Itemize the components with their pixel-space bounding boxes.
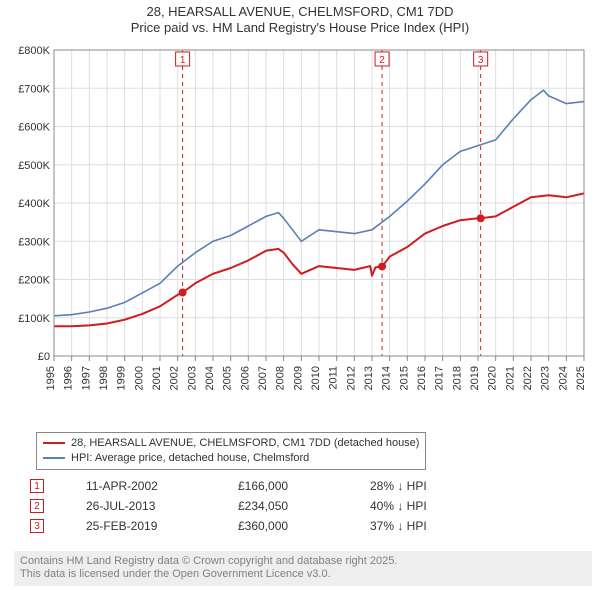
sale-events-table: 1 11-APR-2002 £166,000 28% ↓ HPI 2 26-JU… <box>20 476 580 536</box>
event-badge: 1 <box>30 479 44 493</box>
chart-title: 28, HEARSALL AVENUE, CHELMSFORD, CM1 7DD… <box>0 0 600 37</box>
svg-text:2000: 2000 <box>133 366 145 390</box>
svg-text:£500K: £500K <box>18 160 50 172</box>
svg-text:2019: 2019 <box>469 366 481 390</box>
svg-text:£300K: £300K <box>18 236 50 248</box>
svg-text:2024: 2024 <box>557 366 569 390</box>
svg-text:2005: 2005 <box>222 366 234 390</box>
legend-swatch <box>43 442 65 444</box>
svg-text:2: 2 <box>379 55 385 66</box>
svg-text:1999: 1999 <box>116 366 128 390</box>
svg-text:2015: 2015 <box>398 366 410 390</box>
event-date: 11-APR-2002 <box>86 479 196 493</box>
svg-text:2013: 2013 <box>363 366 375 390</box>
footer-line1: Contains HM Land Registry data © Crown c… <box>20 555 586 569</box>
svg-text:£400K: £400K <box>18 198 50 210</box>
svg-text:£200K: £200K <box>18 275 50 287</box>
legend-label: HPI: Average price, detached house, Chel… <box>71 451 309 466</box>
event-delta: 28% ↓ HPI <box>370 479 480 493</box>
svg-text:2022: 2022 <box>522 366 534 390</box>
svg-text:2023: 2023 <box>540 366 552 390</box>
event-row: 2 26-JUL-2013 £234,050 40% ↓ HPI <box>20 496 580 516</box>
footer-line2: This data is licensed under the Open Gov… <box>20 568 586 582</box>
svg-text:2006: 2006 <box>239 366 251 390</box>
svg-text:2014: 2014 <box>381 366 393 390</box>
event-badge: 3 <box>30 519 44 533</box>
svg-text:3: 3 <box>478 55 484 66</box>
svg-text:2018: 2018 <box>451 366 463 390</box>
svg-text:2010: 2010 <box>310 366 322 390</box>
svg-text:1998: 1998 <box>98 366 110 390</box>
svg-text:2012: 2012 <box>345 366 357 390</box>
event-delta: 40% ↓ HPI <box>370 499 480 513</box>
event-row: 3 25-FEB-2019 £360,000 37% ↓ HPI <box>20 516 580 536</box>
event-price: £166,000 <box>238 479 328 493</box>
event-delta: 37% ↓ HPI <box>370 519 480 533</box>
title-line1: 28, HEARSALL AVENUE, CHELMSFORD, CM1 7DD <box>0 4 600 20</box>
svg-text:2016: 2016 <box>416 366 428 390</box>
event-row: 1 11-APR-2002 £166,000 28% ↓ HPI <box>20 476 580 496</box>
svg-text:1995: 1995 <box>45 366 57 390</box>
svg-text:2011: 2011 <box>328 366 340 390</box>
svg-text:2021: 2021 <box>504 366 516 390</box>
svg-text:2017: 2017 <box>434 366 446 390</box>
svg-text:2020: 2020 <box>487 366 499 390</box>
svg-text:£600K: £600K <box>18 122 50 134</box>
svg-text:£800K: £800K <box>18 45 50 57</box>
svg-text:2004: 2004 <box>204 366 216 390</box>
svg-text:1997: 1997 <box>80 366 92 390</box>
event-price: £234,050 <box>238 499 328 513</box>
legend-row: HPI: Average price, detached house, Chel… <box>43 451 419 466</box>
svg-text:2007: 2007 <box>257 366 269 390</box>
event-date: 26-JUL-2013 <box>86 499 196 513</box>
attribution-footer: Contains HM Land Registry data © Crown c… <box>14 551 592 587</box>
legend-swatch <box>43 457 65 459</box>
svg-text:2001: 2001 <box>151 366 163 390</box>
svg-text:2003: 2003 <box>186 366 198 390</box>
svg-text:1: 1 <box>180 55 186 66</box>
event-date: 25-FEB-2019 <box>86 519 196 533</box>
svg-text:2002: 2002 <box>169 366 181 390</box>
chart-svg: £0 £100K £200K £300K £400K £500K £600K £700K £80… <box>8 44 592 424</box>
svg-text:2025: 2025 <box>575 366 587 390</box>
event-price: £360,000 <box>238 519 328 533</box>
svg-text:£0: £0 <box>38 351 50 363</box>
legend-label: 28, HEARSALL AVENUE, CHELMSFORD, CM1 7DD… <box>71 436 419 451</box>
title-line2: Price paid vs. HM Land Registry's House … <box>0 20 600 36</box>
legend: 28, HEARSALL AVENUE, CHELMSFORD, CM1 7DD… <box>36 432 426 470</box>
legend-row: 28, HEARSALL AVENUE, CHELMSFORD, CM1 7DD… <box>43 436 419 451</box>
event-badge: 2 <box>30 499 44 513</box>
svg-text:£100K: £100K <box>18 313 50 325</box>
svg-text:2009: 2009 <box>292 366 304 390</box>
svg-text:1996: 1996 <box>63 366 75 390</box>
svg-text:£700K: £700K <box>18 83 50 95</box>
price-chart: £0 £100K £200K £300K £400K £500K £600K £700K £80… <box>8 44 592 424</box>
svg-text:2008: 2008 <box>275 366 287 390</box>
